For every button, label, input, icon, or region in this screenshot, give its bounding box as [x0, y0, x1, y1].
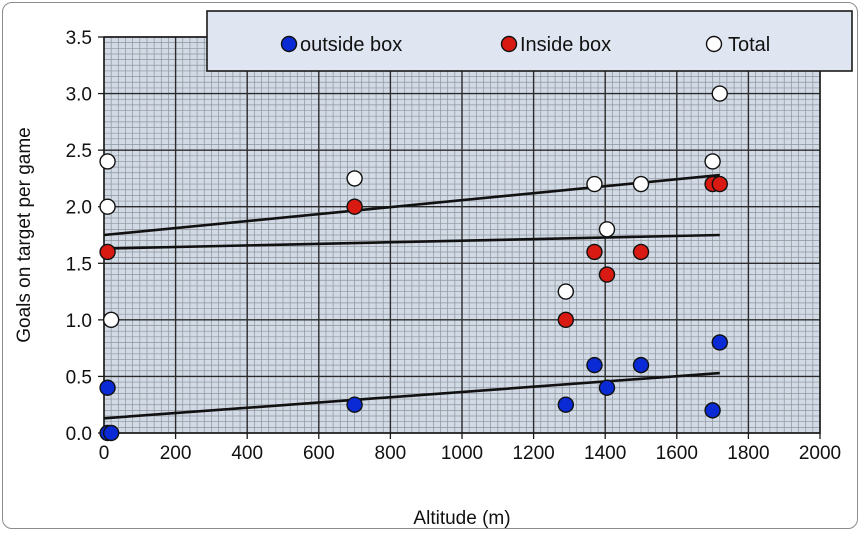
data-point [99, 243, 116, 261]
data-point [704, 153, 721, 170]
trendline [103, 371, 720, 420]
trendline [103, 233, 720, 250]
data-point [711, 334, 728, 351]
trendline [103, 173, 720, 237]
data-point [632, 356, 650, 374]
legend-label: Inside box [520, 34, 611, 56]
data-point [598, 221, 616, 238]
x-tick-label: 1000 [441, 443, 483, 464]
data-point [557, 396, 575, 413]
data-point [346, 198, 363, 215]
data-point [598, 379, 616, 396]
legend-marker [500, 35, 518, 53]
data-point [711, 175, 728, 193]
x-tick-label: 600 [303, 443, 335, 464]
legend-label: Total [728, 34, 770, 56]
data-point [102, 311, 120, 329]
data-point [711, 85, 728, 102]
y-tick-label: 1.5 [66, 254, 92, 275]
legend-label: outside box [300, 34, 402, 56]
data-point [99, 153, 116, 170]
y-tick-label: 0.5 [66, 367, 92, 388]
legend: outside box Inside box Total [206, 10, 853, 72]
x-tick-label: 200 [160, 443, 192, 464]
x-tick-label: 1600 [656, 443, 698, 464]
x-tick-label: 400 [231, 443, 263, 464]
y-tick-label: 0.0 [66, 424, 92, 445]
legend-box [206, 10, 853, 72]
y-tick-label: 2.0 [66, 198, 92, 219]
data-point [102, 424, 120, 442]
data-point [586, 356, 603, 374]
x-tick-label: 800 [375, 443, 407, 464]
x-tick-label: 1400 [584, 443, 626, 464]
x-tick-label: 1800 [727, 443, 769, 464]
data-point [557, 311, 575, 329]
data-point [632, 175, 650, 193]
data-point [99, 379, 116, 396]
x-tick-label: 0 [99, 443, 110, 464]
data-point [586, 175, 603, 193]
data-point [346, 396, 363, 413]
data-point [598, 266, 616, 283]
x-axis-title: Altitude (m) [413, 508, 510, 529]
data-point [632, 243, 650, 261]
x-tick-label: 2000 [799, 443, 841, 464]
y-tick-label: 1.0 [66, 311, 92, 332]
data-point [346, 170, 363, 187]
data-point [586, 243, 603, 261]
x-tick-label: 1200 [512, 443, 554, 464]
legend-marker [280, 35, 298, 53]
data-point [704, 402, 721, 419]
data-point [557, 283, 575, 300]
y-axis-title: Goals on target per game [14, 127, 35, 342]
legend-marker [705, 35, 723, 53]
y-tick-label: 3.5 [66, 28, 92, 49]
y-tick-label: 2.5 [66, 141, 92, 162]
data-point [99, 198, 116, 215]
y-tick-label: 3.0 [66, 85, 92, 106]
